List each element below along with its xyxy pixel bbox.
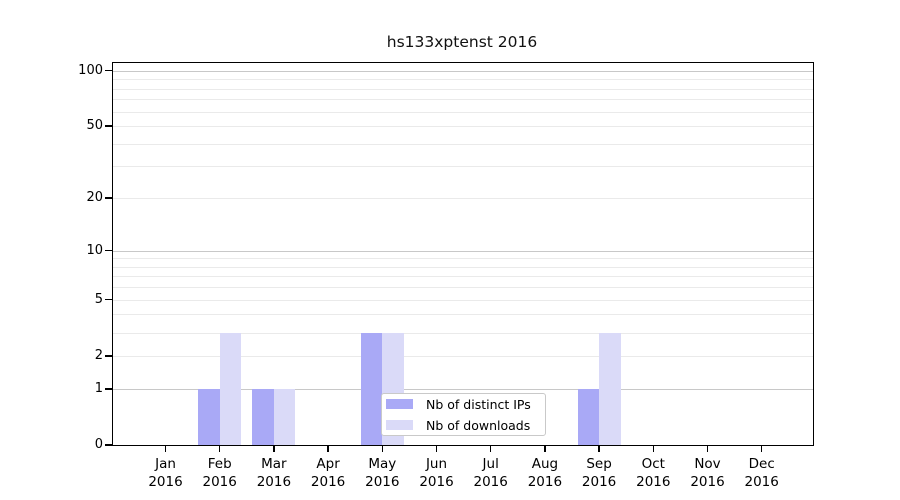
x-tick-mark [327,445,329,452]
major-gridline [113,388,813,390]
major-gridline [113,250,813,252]
minor-gridline [113,258,813,260]
minor-gridline [113,314,813,316]
legend-item-downloads: Nb of downloads [386,416,545,434]
y-tick-label: 0 [94,437,103,452]
minor-gridline [113,332,813,334]
x-tick-mark [706,445,709,452]
x-tick-label: Nov [694,456,721,472]
nb-of-downloads-bar-feb [219,332,242,445]
y-tick-label: 50 [86,118,103,134]
nb-of-distinct-ips-bar-may [360,332,383,445]
x-tick-mark [544,445,546,452]
nb-of-distinct-ips-bar-feb [198,388,220,445]
minor-gridline [113,166,813,168]
minor-gridline [113,276,813,278]
y-tick-mark [105,444,113,446]
minor-gridline [113,143,813,145]
y-tick-mark [105,249,113,252]
y-tick-label: 5 [94,291,103,307]
x-tick-year-label: 2016 [527,474,563,490]
y-tick-label: 100 [78,62,103,78]
minor-gridline [113,88,813,90]
minor-gridline [113,287,813,289]
minor-gridline [113,299,813,301]
major-gridline [113,70,813,72]
y-tick-mark [105,388,113,390]
x-tick-year-label: 2016 [310,474,346,490]
x-tick-year-label: 2016 [365,474,400,490]
x-tick-mark [381,445,384,452]
x-tick-mark [652,445,655,452]
downloads-swatch-icon [386,420,413,430]
x-tick-year-label: 2016 [473,474,508,490]
x-tick-label: Jun [425,456,448,472]
x-tick-year-label: 2016 [419,474,454,490]
x-tick-year-label: 2016 [256,474,292,490]
y-tick-mark [105,298,113,301]
x-tick-mark [218,445,221,452]
y-tick-mark [105,69,113,72]
x-tick-label: May [368,456,397,472]
y-tick-mark [105,197,113,199]
x-tick-label: Aug [531,456,559,472]
legend-item-distinct-ips: Nb of distinct IPs [386,395,545,413]
x-tick-label: Jan [155,456,176,472]
nb-of-distinct-ips-bar-sep [577,388,600,445]
y-tick-label: 1 [94,380,103,396]
x-tick-mark [164,445,167,452]
x-tick-year-label: 2016 [690,474,725,490]
x-tick-year-label: 2016 [636,474,671,490]
minor-gridline [113,198,813,200]
x-tick-mark [435,445,438,452]
x-tick-mark [760,445,763,452]
distinct-ips-swatch-icon [386,399,413,409]
x-tick-label: Sep [586,456,612,472]
nb-of-downloads-bar-mar [273,388,296,445]
minor-gridline [113,111,813,113]
x-tick-label: Apr [316,456,340,472]
minor-gridline [113,355,813,357]
x-tick-label: Dec [748,456,775,472]
legend-label: Nb of distinct IPs [426,396,531,412]
x-tick-label: Jul [482,456,499,472]
x-tick-label: Feb [207,456,232,472]
legend-label: Nb of downloads [426,417,531,433]
x-tick-year-label: 2016 [148,474,183,490]
legend: Nb of distinct IPs Nb of downloads [381,393,546,436]
minor-gridline [113,126,813,128]
nb-of-distinct-ips-bar-mar [252,388,274,445]
x-tick-mark [489,445,492,452]
x-tick-mark [598,445,600,452]
x-tick-mark [273,445,275,452]
x-tick-label: Mar [261,456,287,472]
y-tick-mark [105,355,113,357]
minor-gridline [113,266,813,268]
minor-gridline [113,99,813,101]
plot-area: Nb of distinct IPs Nb of downloads 0 1 2 5 1… [78,62,814,490]
nb-of-downloads-bar-sep [599,332,621,445]
y-tick-label: 2 [94,347,103,363]
x-tick-year-label: 2016 [202,474,237,490]
x-tick-year-label: 2016 [581,474,617,490]
y-tick-label: 10 [86,242,103,258]
x-tick-label: Oct [641,456,665,472]
x-tick-year-label: 2016 [744,474,779,490]
y-tick-mark [105,125,113,127]
chart-title: hs133xptenst 2016 [386,33,538,51]
y-tick-label: 20 [86,190,103,206]
minor-gridline [113,79,813,81]
